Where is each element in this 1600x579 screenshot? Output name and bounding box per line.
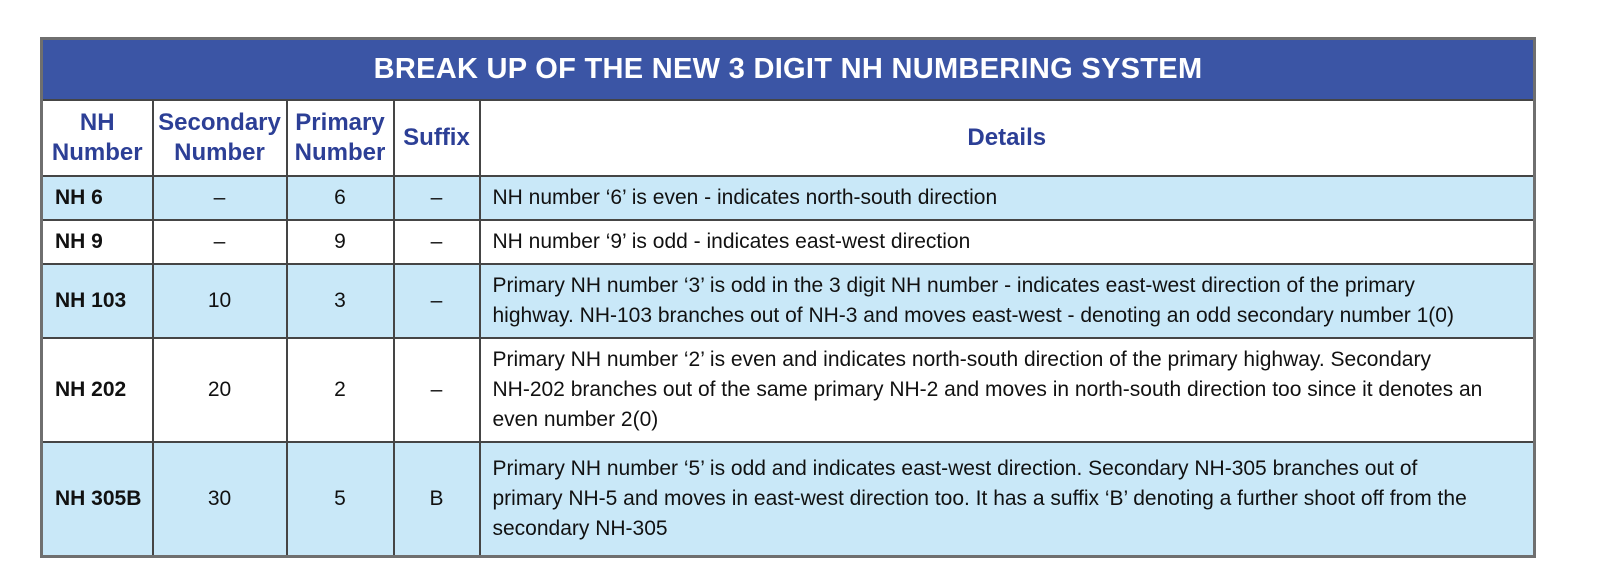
cell-details: Primary NH number ‘3’ is odd in the 3 di… (478, 262, 1536, 339)
table-row: NH 202 20 2 – Primary NH number ‘2’ is e… (40, 336, 1536, 443)
cell-nh-number: NH 103 (40, 262, 154, 339)
cell-details: NH number ‘6’ is even - indicates north-… (478, 174, 1536, 221)
cell-details: NH number ‘9’ is odd - indicates east-we… (478, 218, 1536, 265)
nh-numbering-table-container: BREAK UP OF THE NEW 3 DIGIT NH NUMBERING… (40, 37, 1536, 558)
col-header-secondary-number: Secondary Number (151, 98, 288, 177)
cell-suffix: – (392, 336, 481, 443)
col-header-primary-number: Primary Number (285, 98, 395, 177)
col-header-suffix: Suffix (392, 98, 481, 177)
table-row: NH 305B 30 5 B Primary NH number ‘5’ is … (40, 440, 1536, 558)
cell-secondary-number: 10 (151, 262, 288, 339)
cell-suffix: – (392, 174, 481, 221)
cell-suffix: B (392, 440, 481, 558)
header-row: NH Number Secondary Number Primary Numbe… (40, 98, 1536, 177)
cell-primary-number: 6 (285, 174, 395, 221)
cell-primary-number: 9 (285, 218, 395, 265)
cell-primary-number: 3 (285, 262, 395, 339)
cell-details: Primary NH number ‘2’ is even and indica… (478, 336, 1536, 443)
cell-nh-number: NH 6 (40, 174, 154, 221)
cell-primary-number: 5 (285, 440, 395, 558)
cell-nh-number: NH 9 (40, 218, 154, 265)
cell-secondary-number: – (151, 218, 288, 265)
col-header-details: Details (478, 98, 1536, 177)
cell-suffix: – (392, 262, 481, 339)
table-title: BREAK UP OF THE NEW 3 DIGIT NH NUMBERING… (40, 37, 1536, 101)
nh-numbering-table: BREAK UP OF THE NEW 3 DIGIT NH NUMBERING… (40, 37, 1536, 558)
table-row: NH 6 – 6 – NH number ‘6’ is even - indic… (40, 174, 1536, 221)
cell-details: Primary NH number ‘5’ is odd and indicat… (478, 440, 1536, 558)
col-header-nh-number: NH Number (40, 98, 154, 177)
cell-secondary-number: – (151, 174, 288, 221)
table-row: NH 103 10 3 – Primary NH number ‘3’ is o… (40, 262, 1536, 339)
title-row: BREAK UP OF THE NEW 3 DIGIT NH NUMBERING… (40, 37, 1536, 101)
cell-secondary-number: 20 (151, 336, 288, 443)
cell-nh-number: NH 202 (40, 336, 154, 443)
cell-primary-number: 2 (285, 336, 395, 443)
cell-nh-number: NH 305B (40, 440, 154, 558)
cell-suffix: – (392, 218, 481, 265)
cell-secondary-number: 30 (151, 440, 288, 558)
table-row: NH 9 – 9 – NH number ‘9’ is odd - indica… (40, 218, 1536, 265)
